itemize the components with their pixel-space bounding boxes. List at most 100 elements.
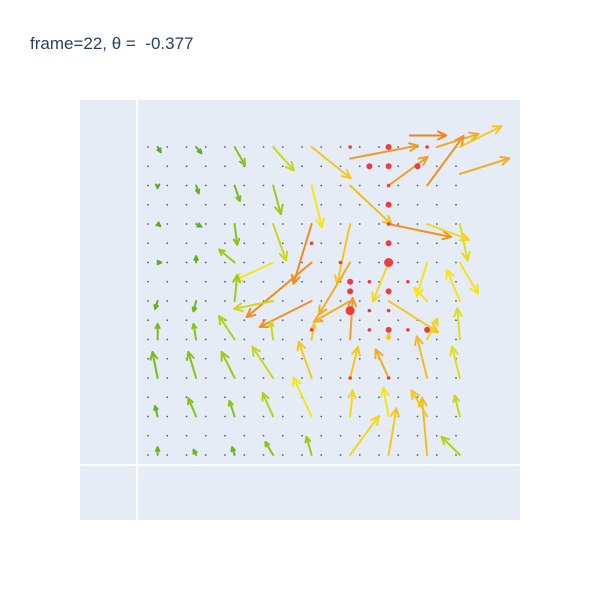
grid-dot xyxy=(147,454,149,456)
quiver-arrow xyxy=(452,394,461,418)
arrow-head xyxy=(374,348,384,360)
grid-dot xyxy=(204,396,207,399)
grid-dot xyxy=(435,434,438,437)
grid-dot xyxy=(378,280,380,283)
quiver-arrow xyxy=(387,155,429,187)
grid-dot xyxy=(339,434,342,437)
grid-dot xyxy=(166,203,169,206)
quiver-arrow xyxy=(440,435,461,456)
arrow-shaft xyxy=(435,133,480,148)
grid-dot xyxy=(455,261,457,264)
arrow-shaft xyxy=(233,300,275,310)
arrow-shaft xyxy=(415,261,429,298)
grid-dot xyxy=(281,434,284,437)
arrow-shaft xyxy=(272,184,282,216)
arrow-shaft xyxy=(445,268,461,302)
quiver-arrow xyxy=(233,146,247,167)
grid-dot xyxy=(301,357,303,360)
grid-dot xyxy=(378,223,380,225)
quiver-arrow xyxy=(458,156,511,175)
grid-dot xyxy=(435,203,438,206)
arrow-shaft xyxy=(272,146,295,172)
grid-dot xyxy=(397,454,400,456)
arrow-head xyxy=(218,315,228,326)
grid-dot xyxy=(224,261,226,264)
grid-dot xyxy=(185,165,188,168)
red-marker xyxy=(386,222,391,226)
marker-layer xyxy=(309,144,431,380)
grid-dot xyxy=(185,146,188,148)
grid-dot xyxy=(224,338,226,341)
quiver-arrow xyxy=(413,335,429,379)
red-marker xyxy=(345,306,355,316)
grid-dot xyxy=(339,396,342,399)
grid-dot xyxy=(185,454,188,456)
grid-dot xyxy=(224,146,226,148)
grid-dot xyxy=(416,242,419,245)
grid-dot xyxy=(416,415,419,418)
arrow-shaft xyxy=(187,397,198,418)
quiver-arrow xyxy=(349,345,361,379)
grid-dot xyxy=(397,203,400,206)
quiver-arrow xyxy=(153,405,159,418)
grid-dot xyxy=(455,184,457,187)
grid-dot xyxy=(378,319,380,322)
arrow-head xyxy=(186,351,195,362)
grid-dot xyxy=(358,184,361,187)
grid-dot xyxy=(435,377,438,379)
red-marker xyxy=(348,376,352,380)
grid-dot xyxy=(339,319,342,322)
grid-dot xyxy=(435,223,438,225)
grid-dot xyxy=(204,415,207,418)
grid-dot xyxy=(358,242,361,245)
grid-dot xyxy=(281,357,284,360)
grid-dot xyxy=(358,223,361,225)
quiver-arrow xyxy=(154,183,161,190)
grid-dot xyxy=(397,319,400,322)
grid-dot xyxy=(455,319,457,322)
grid-dot xyxy=(397,377,400,379)
grid-dot xyxy=(320,377,323,379)
arrow-shaft xyxy=(310,322,316,341)
grid-dot xyxy=(358,338,361,341)
quiver-arrow xyxy=(453,307,463,341)
grid-dot xyxy=(147,165,149,168)
grid-dot xyxy=(147,203,149,206)
red-marker xyxy=(406,328,410,332)
arrow-shaft xyxy=(272,223,288,262)
grid-dot xyxy=(435,396,438,399)
grid-dot xyxy=(204,223,207,225)
red-marker xyxy=(384,258,394,267)
arrow-head xyxy=(385,333,392,339)
grid-dot xyxy=(243,319,246,322)
grid-dot xyxy=(435,184,438,187)
quiver-arrow xyxy=(233,184,242,203)
grid-dot xyxy=(416,454,419,456)
grid-dot xyxy=(243,415,246,418)
grid-dot xyxy=(397,146,400,148)
grid-dot xyxy=(185,434,188,437)
arrow-shaft xyxy=(349,345,359,379)
grid-dot xyxy=(185,203,188,206)
arrow-head xyxy=(274,204,284,216)
arrow-head xyxy=(191,322,198,330)
red-marker xyxy=(386,376,391,380)
arrow-shaft xyxy=(451,345,461,379)
grid-dot xyxy=(455,165,457,168)
grid-dot xyxy=(281,319,284,322)
grid-dot xyxy=(281,338,284,341)
grid-dot xyxy=(262,454,265,456)
quiver-arrow xyxy=(227,399,236,418)
arrow-shaft xyxy=(218,315,236,341)
arrow-shaft xyxy=(387,155,429,187)
quiver-arrow xyxy=(310,184,325,229)
grid-dot xyxy=(224,434,226,437)
grid-dot xyxy=(166,165,169,168)
grid-dot xyxy=(147,300,149,302)
quiver-arrow xyxy=(426,135,465,187)
grid-dot xyxy=(301,203,303,206)
grid-dot xyxy=(416,434,419,437)
grid-dot xyxy=(185,319,188,322)
grid-dot xyxy=(378,454,380,456)
